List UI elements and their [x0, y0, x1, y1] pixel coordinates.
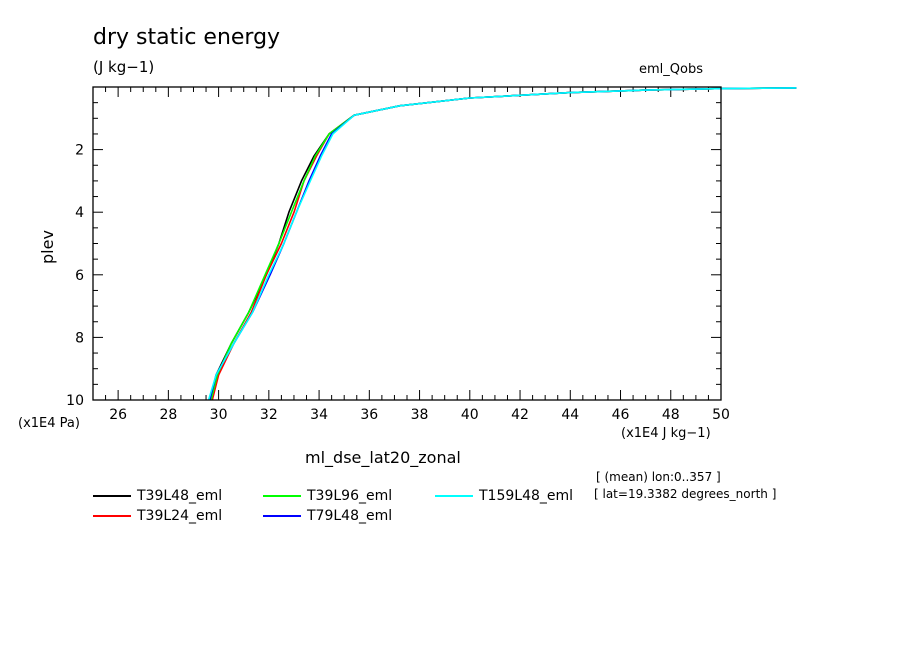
x-tick-label: 28 — [159, 407, 177, 423]
series-line-t39l48_eml — [210, 87, 797, 400]
x-tick-label: 36 — [360, 407, 378, 423]
legend-swatch — [435, 495, 473, 497]
y-tick-label: 8 — [75, 330, 84, 346]
dataset-label: eml_Qobs — [639, 62, 703, 77]
chart-units-label: (J kg−1) — [93, 58, 155, 76]
y-axis-label: plev — [38, 230, 57, 264]
series-line-t159l48_eml — [207, 87, 797, 400]
chart-title: dry static energy — [93, 25, 281, 50]
legend-label: T79L48_eml — [307, 508, 393, 524]
x-tick-label: 34 — [310, 407, 328, 423]
y-tick-label: 6 — [75, 268, 84, 284]
x-tick-label: 42 — [511, 407, 529, 423]
legend-swatch — [263, 515, 301, 517]
series-line-t79l48_eml — [209, 87, 797, 400]
x-tick-label: 50 — [712, 407, 730, 423]
x-tick-label: 44 — [561, 407, 579, 423]
legend-swatch — [263, 495, 301, 497]
plot-frame — [92, 86, 722, 401]
y-tick-label: 2 — [75, 143, 84, 159]
y-tick-label: 10 — [66, 393, 84, 409]
series-lines — [207, 87, 797, 400]
info-lat: [ lat=19.3382 degrees_north ] — [594, 487, 777, 501]
x-axis-units: (x1E4 J kg−1) — [621, 426, 711, 441]
x-tick-label: 46 — [612, 407, 630, 423]
legend-label: T39L48_eml — [137, 488, 223, 504]
legend-swatch — [93, 515, 131, 517]
legend-label: T39L24_eml — [137, 508, 223, 524]
axis-ticks — [92, 86, 722, 401]
x-tick-label: 32 — [260, 407, 278, 423]
legend-swatch — [93, 495, 131, 497]
legend-label: T159L48_eml — [479, 488, 574, 504]
x-tick-label: 38 — [411, 407, 429, 423]
info-mean-lon: [ (mean) lon:0..357 ] — [596, 470, 721, 484]
x-tick-label: 40 — [461, 407, 479, 423]
x-axis-label: ml_dse_lat20_zonal — [305, 448, 461, 467]
series-line-t39l96_eml — [210, 87, 797, 400]
series-line-t39l24_eml — [211, 87, 797, 400]
x-tick-label: 48 — [662, 407, 680, 423]
legend-label: T39L96_eml — [307, 488, 393, 504]
y-tick-label: 4 — [75, 205, 84, 221]
y-axis-units: (x1E4 Pa) — [18, 416, 80, 431]
x-tick-label: 30 — [210, 407, 228, 423]
x-tick-label: 26 — [109, 407, 127, 423]
